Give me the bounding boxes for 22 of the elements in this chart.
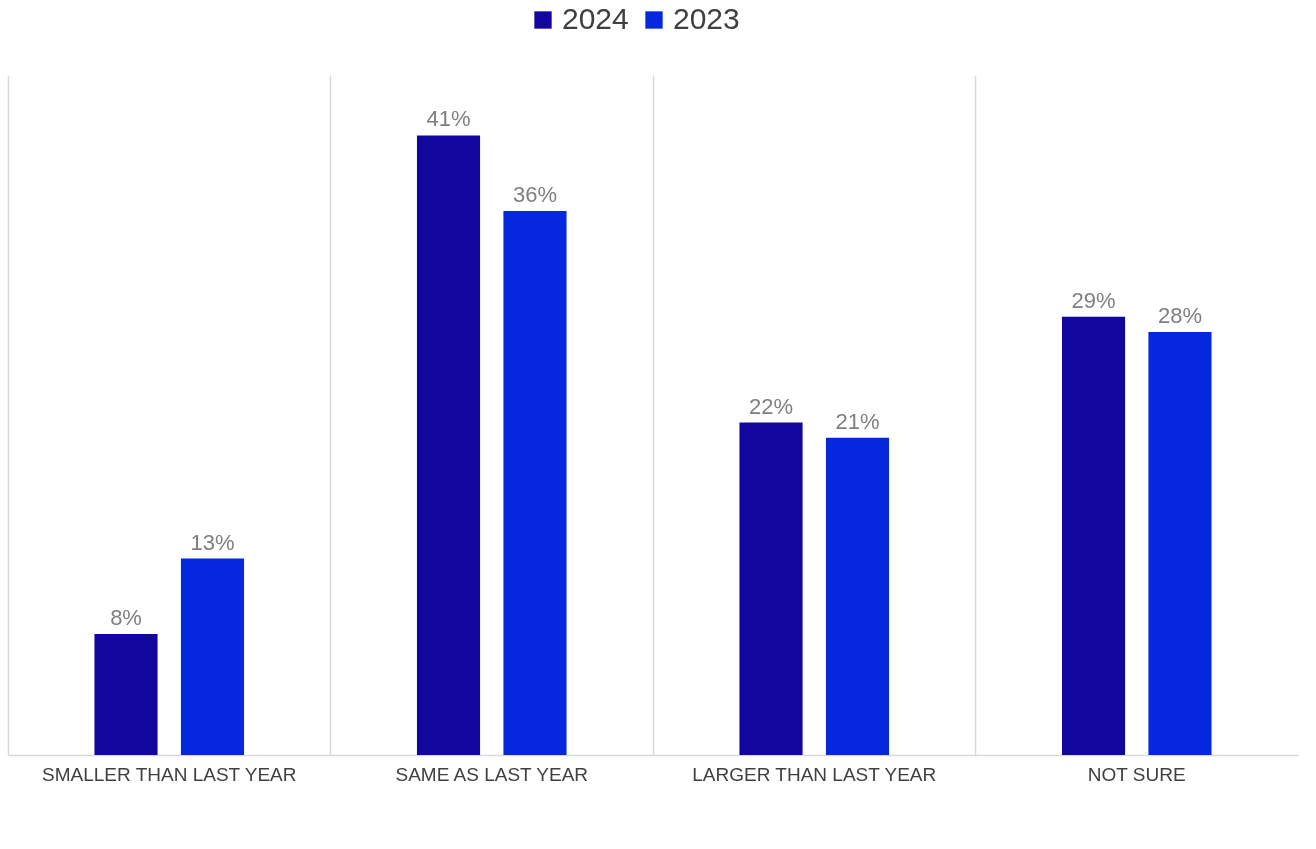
bar bbox=[503, 211, 567, 755]
bar bbox=[1148, 331, 1212, 755]
x-tick-label: LARGER THAN LAST YEAR bbox=[692, 763, 937, 785]
legend-label: 2023 bbox=[673, 2, 740, 35]
data-label: 28% bbox=[1157, 302, 1202, 328]
data-label: 21% bbox=[835, 408, 880, 434]
data-label: 36% bbox=[512, 182, 557, 207]
bar bbox=[94, 634, 158, 755]
data-label: 8% bbox=[110, 605, 142, 631]
bar bbox=[416, 135, 481, 755]
bar bbox=[180, 558, 245, 755]
bar bbox=[739, 422, 803, 755]
x-tick-label: SMALLER THAN LAST YEAR bbox=[42, 763, 297, 785]
bar bbox=[825, 437, 890, 755]
x-tick-label: NOT SURE bbox=[1087, 763, 1186, 785]
data-label: 13% bbox=[190, 529, 235, 555]
data-label: 29% bbox=[1071, 287, 1116, 313]
data-label: 22% bbox=[749, 393, 794, 419]
legend-label: 2024 bbox=[562, 2, 629, 35]
data-label: 41% bbox=[426, 106, 471, 132]
x-tick-label: SAME AS LAST YEAR bbox=[395, 763, 589, 785]
bar bbox=[1061, 316, 1126, 755]
